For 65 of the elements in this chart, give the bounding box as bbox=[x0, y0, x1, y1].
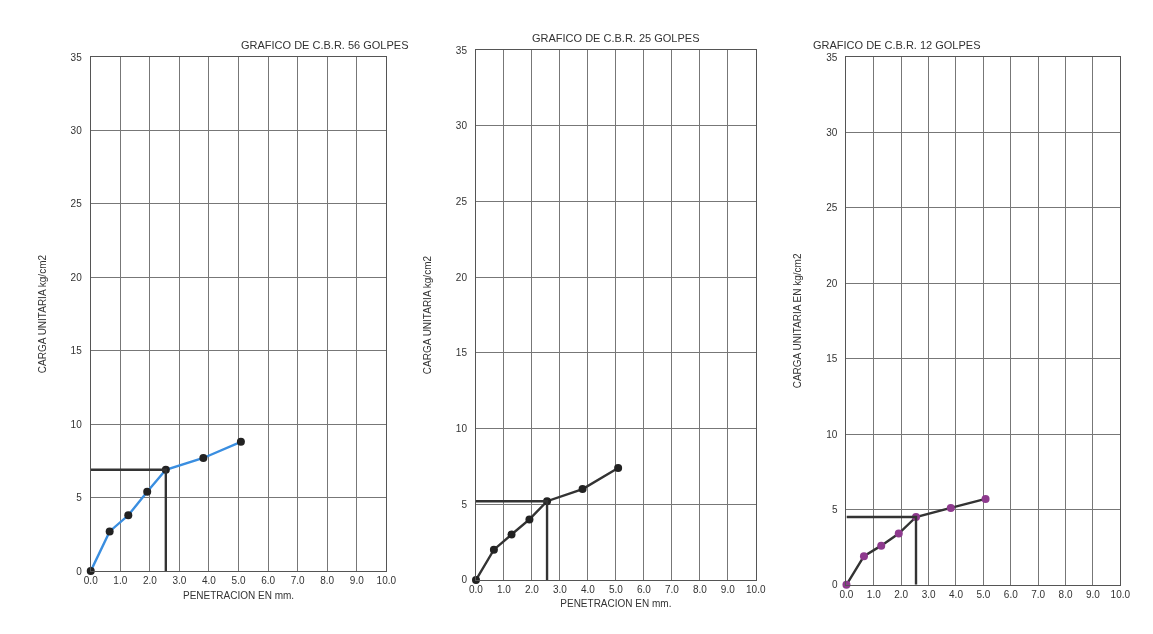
y-tick-label: 10 bbox=[826, 428, 838, 440]
y-tick-label: 35 bbox=[826, 51, 838, 63]
y-tick-label: 0 bbox=[76, 565, 83, 577]
x-tick-label: 6.0 bbox=[1003, 588, 1019, 600]
y-tick-label: 5 bbox=[831, 503, 838, 515]
x-tick-label: 2.0 bbox=[524, 583, 540, 595]
y-tick-label: 25 bbox=[826, 202, 838, 214]
x-tick-label: 8.0 bbox=[692, 583, 708, 595]
y-tick-label: 15 bbox=[455, 347, 468, 359]
x-tick-label: 5.0 bbox=[231, 575, 246, 587]
y-tick-label: 10 bbox=[455, 423, 468, 435]
y-tick-label: 15 bbox=[826, 353, 838, 365]
x-tick-label: 0.0 bbox=[83, 575, 99, 587]
y-tick-label: 20 bbox=[826, 277, 838, 289]
chart-title: GRAFICO DE C.B.R. 25 GOLPES bbox=[532, 32, 700, 44]
x-axis-title: PENETRACION EN mm. bbox=[560, 598, 672, 610]
y-axis-title: CARGA UNITARIA EN kg/cm2 bbox=[792, 253, 804, 389]
x-tick-label: 10.0 bbox=[1110, 588, 1131, 600]
x-tick-label: 2.0 bbox=[142, 575, 158, 587]
x-tick-label: 10.0 bbox=[746, 583, 766, 595]
x-tick-label: 1.0 bbox=[497, 583, 512, 595]
y-tick-label: 20 bbox=[70, 271, 83, 283]
x-tick-label: 4.0 bbox=[202, 575, 217, 587]
y-axis-title: CARGA UNITARIA kg/cm2 bbox=[421, 255, 433, 375]
y-tick-label: 25 bbox=[70, 198, 83, 210]
y-tick-label: 20 bbox=[455, 271, 468, 283]
x-tick-label: 3.0 bbox=[172, 575, 187, 587]
y-tick-label: 25 bbox=[455, 196, 468, 208]
y-tick-label: 10 bbox=[70, 418, 83, 430]
y-tick-label: 35 bbox=[455, 44, 468, 56]
chart-title: GRAFICO DE C.B.R. 56 GOLPES bbox=[241, 39, 409, 51]
x-tick-label: 7.0 bbox=[290, 575, 306, 587]
x-tick-label: 10.0 bbox=[376, 575, 397, 587]
x-tick-label: 3.0 bbox=[921, 588, 936, 600]
x-tick-label: 2.0 bbox=[894, 588, 909, 600]
x-axis-title: PENETRACION EN mm. bbox=[182, 589, 295, 601]
chart-title: GRAFICO DE C.B.R. 12 GOLPES bbox=[813, 39, 981, 51]
x-tick-label: 6.0 bbox=[261, 575, 276, 587]
x-tick-label: 7.0 bbox=[1031, 588, 1046, 600]
x-tick-label: 0.0 bbox=[469, 583, 484, 595]
x-tick-label: 9.0 bbox=[1085, 588, 1101, 600]
x-tick-label: 3.0 bbox=[552, 583, 568, 595]
x-tick-label: 4.0 bbox=[949, 588, 964, 600]
y-tick-label: 0 bbox=[461, 574, 468, 586]
x-tick-label: 6.0 bbox=[636, 583, 652, 595]
y-tick-label: 0 bbox=[831, 579, 838, 591]
y-tick-label: 30 bbox=[455, 120, 468, 132]
x-tick-label: 1.0 bbox=[866, 588, 882, 600]
y-tick-label: 15 bbox=[70, 345, 83, 357]
x-tick-label: 4.0 bbox=[580, 583, 596, 595]
x-tick-label: 9.0 bbox=[720, 583, 736, 595]
y-tick-label: 30 bbox=[70, 124, 83, 136]
x-tick-label: 5.0 bbox=[608, 583, 624, 595]
x-tick-label: 5.0 bbox=[976, 588, 991, 600]
y-axis-title: CARGA UNITARIA kg/cm2 bbox=[36, 254, 48, 374]
y-tick-label: 30 bbox=[826, 126, 838, 138]
x-tick-label: 8.0 bbox=[1058, 588, 1073, 600]
x-tick-label: 1.0 bbox=[113, 575, 128, 587]
y-tick-label: 5 bbox=[76, 492, 83, 504]
x-tick-label: 0.0 bbox=[839, 588, 854, 600]
x-tick-label: 9.0 bbox=[349, 575, 365, 587]
x-tick-label: 8.0 bbox=[320, 575, 335, 587]
y-tick-label: 5 bbox=[461, 498, 468, 510]
x-tick-label: 7.0 bbox=[664, 583, 680, 595]
y-tick-label: 35 bbox=[70, 51, 83, 63]
